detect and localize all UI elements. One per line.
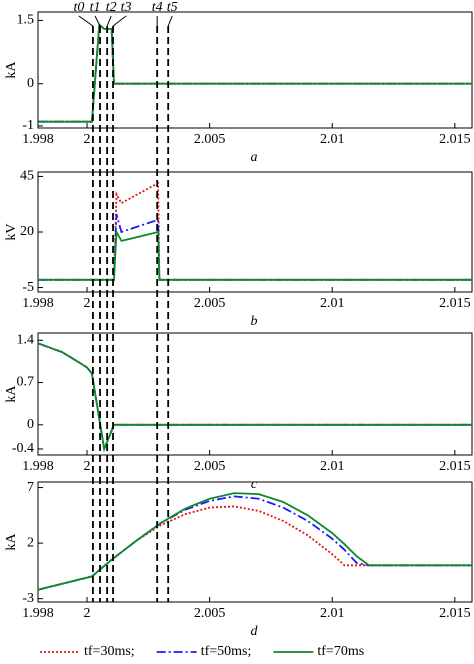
x-tick-label: 2: [84, 606, 91, 621]
series-line: [37, 342, 472, 453]
marker-leader: [112, 15, 127, 27]
y-tick-label: 45: [20, 169, 34, 184]
x-tick-label: 2.005: [194, 459, 226, 474]
marker-label: t1: [90, 0, 101, 15]
series-line: [38, 228, 472, 281]
x-tick-label: 2: [84, 296, 91, 311]
y-tick-label: 2: [27, 535, 34, 550]
x-tick-label: 2.005: [194, 606, 226, 621]
y-tick-label: 1.5: [17, 13, 35, 28]
series-line: [37, 342, 472, 453]
series-line: [38, 22, 472, 123]
marker-label: t4: [152, 0, 163, 15]
x-tick-label: 2.005: [194, 132, 226, 147]
y-tick-label: 0: [27, 417, 34, 432]
y-tick-label: -3: [22, 591, 34, 606]
plot-frame: [37, 11, 473, 129]
y-tick-label: -1: [22, 118, 34, 133]
x-tick-label: 2.015: [439, 132, 471, 147]
x-tick-label: 2.015: [439, 606, 471, 621]
x-tick-label: 2.015: [439, 296, 471, 311]
plot-frame: [37, 332, 473, 456]
x-tick-label: 2.01: [320, 296, 345, 311]
y-tick-label: 0.7: [17, 375, 35, 390]
marker-leader: [167, 15, 173, 27]
marker-leader: [106, 15, 112, 27]
series-line: [38, 181, 472, 281]
y-tick-label: -0.4: [12, 441, 34, 456]
x-tick-label: 2.015: [439, 459, 471, 474]
legend-label: tf=50ms;: [201, 644, 252, 659]
series-line: [37, 495, 472, 591]
y-tick-label: 1.4: [17, 332, 35, 347]
y-axis-label: kA: [4, 61, 19, 79]
y-tick-label: -5: [22, 280, 34, 295]
x-tick-label: 2: [84, 132, 91, 147]
y-tick-label: 7: [27, 480, 34, 495]
x-tick-label: 1.998: [22, 606, 54, 621]
x-tick-label: 2.01: [320, 459, 345, 474]
series-line: [38, 22, 472, 123]
marker-label: t5: [167, 0, 178, 15]
marker-leader: [78, 15, 94, 27]
x-tick-label: 2.005: [194, 296, 226, 311]
panel-label: d: [251, 624, 259, 639]
series-line: [37, 505, 472, 591]
marker-label: t2: [106, 0, 117, 15]
x-tick-label: 1.998: [22, 132, 54, 147]
panel-label: c: [251, 477, 258, 492]
x-tick-label: 1.998: [22, 296, 54, 311]
y-axis-label: kA: [4, 533, 19, 551]
y-axis-label: kA: [4, 385, 19, 403]
x-tick-label: 2.01: [320, 606, 345, 621]
legend-label: tf=70ms: [317, 644, 364, 659]
x-tick-label: 2: [84, 459, 91, 474]
y-tick-label: 0: [27, 76, 34, 91]
panel-label: b: [251, 314, 258, 329]
plot-frame: [37, 171, 473, 293]
marker-label: t3: [121, 0, 132, 15]
x-tick-label: 1.998: [22, 459, 54, 474]
y-tick-label: 20: [20, 224, 34, 239]
series-line: [37, 492, 472, 591]
x-tick-label: 2.01: [320, 132, 345, 147]
marker-leader: [94, 15, 101, 27]
panel-label: a: [251, 150, 258, 165]
series-line: [38, 213, 472, 281]
series-line: [37, 342, 472, 453]
plot-frame: [37, 481, 473, 603]
y-axis-label: kV: [4, 223, 19, 240]
marker-label: t0: [73, 0, 84, 15]
series-line: [38, 22, 472, 123]
legend-label: tf=30ms;: [84, 644, 135, 659]
